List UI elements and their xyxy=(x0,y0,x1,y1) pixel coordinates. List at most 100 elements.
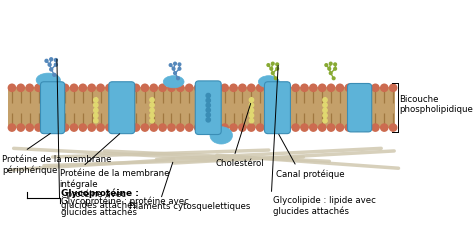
Circle shape xyxy=(256,84,264,93)
Circle shape xyxy=(17,84,25,93)
Circle shape xyxy=(318,124,327,132)
Circle shape xyxy=(185,84,193,93)
Circle shape xyxy=(150,104,154,108)
Circle shape xyxy=(323,104,327,108)
Circle shape xyxy=(173,72,177,76)
Circle shape xyxy=(271,72,275,76)
Circle shape xyxy=(264,84,273,93)
FancyBboxPatch shape xyxy=(40,82,64,134)
Circle shape xyxy=(247,124,255,132)
Circle shape xyxy=(309,84,318,93)
Circle shape xyxy=(256,124,264,132)
Circle shape xyxy=(273,77,278,81)
Circle shape xyxy=(47,63,52,68)
Circle shape xyxy=(300,124,309,132)
Circle shape xyxy=(389,84,397,93)
Circle shape xyxy=(70,84,78,93)
Circle shape xyxy=(273,84,282,93)
Circle shape xyxy=(206,94,210,98)
Circle shape xyxy=(43,124,52,132)
Circle shape xyxy=(323,119,327,123)
Circle shape xyxy=(158,124,167,132)
Circle shape xyxy=(206,109,210,113)
Circle shape xyxy=(202,84,211,93)
Circle shape xyxy=(94,98,98,103)
Circle shape xyxy=(211,84,220,93)
Circle shape xyxy=(105,124,114,132)
Circle shape xyxy=(87,84,96,93)
Circle shape xyxy=(247,84,255,93)
Text: Protéine de la membrane
intégrale: Protéine de la membrane intégrale xyxy=(60,169,169,188)
Circle shape xyxy=(123,124,131,132)
Circle shape xyxy=(43,84,52,93)
Text: Cholestérol: Cholestérol xyxy=(215,158,264,167)
Circle shape xyxy=(206,113,210,118)
Circle shape xyxy=(324,64,328,68)
Text: Glycoprotéine :: Glycoprotéine : xyxy=(61,188,139,197)
Circle shape xyxy=(292,124,300,132)
Circle shape xyxy=(211,124,220,132)
Circle shape xyxy=(123,84,131,93)
Circle shape xyxy=(249,109,254,113)
Circle shape xyxy=(149,84,158,93)
Circle shape xyxy=(176,84,185,93)
Circle shape xyxy=(194,124,202,132)
Text: Glycolipide : lipide avec
glucides attachés: Glycolipide : lipide avec glucides attac… xyxy=(273,195,376,215)
Circle shape xyxy=(52,84,61,93)
Circle shape xyxy=(176,77,180,81)
Circle shape xyxy=(94,109,98,113)
Circle shape xyxy=(177,67,182,71)
Ellipse shape xyxy=(210,127,232,144)
Circle shape xyxy=(34,84,43,93)
Circle shape xyxy=(275,63,279,67)
Circle shape xyxy=(345,124,353,132)
Circle shape xyxy=(380,84,389,93)
Circle shape xyxy=(141,124,149,132)
Circle shape xyxy=(323,109,327,113)
Text: Protéine de la membrane
périphérique: Protéine de la membrane périphérique xyxy=(2,154,112,174)
Circle shape xyxy=(249,98,254,103)
Circle shape xyxy=(323,114,327,118)
Circle shape xyxy=(328,72,333,76)
Text: Canal protéique: Canal protéique xyxy=(276,169,344,178)
Circle shape xyxy=(49,58,54,62)
Circle shape xyxy=(327,124,336,132)
Circle shape xyxy=(25,124,34,132)
Bar xyxy=(8,87,395,129)
Circle shape xyxy=(132,84,140,93)
Circle shape xyxy=(87,124,96,132)
FancyBboxPatch shape xyxy=(109,82,135,134)
Circle shape xyxy=(206,104,210,108)
Text: Glycoprotéine : protéine avec
glucides attachés: Glycoprotéine : protéine avec glucides a… xyxy=(61,195,189,216)
Circle shape xyxy=(300,84,309,93)
Circle shape xyxy=(61,84,70,93)
Circle shape xyxy=(94,119,98,123)
Circle shape xyxy=(362,84,371,93)
Circle shape xyxy=(34,124,43,132)
Circle shape xyxy=(114,84,123,93)
Text: Bicouche
phospholipidique: Bicouche phospholipidique xyxy=(400,94,473,114)
Circle shape xyxy=(271,62,275,66)
Circle shape xyxy=(185,124,193,132)
Circle shape xyxy=(327,84,336,93)
Circle shape xyxy=(249,104,254,108)
Circle shape xyxy=(114,124,123,132)
Circle shape xyxy=(17,124,25,132)
Circle shape xyxy=(238,84,247,93)
Circle shape xyxy=(169,64,173,68)
Circle shape xyxy=(371,124,380,132)
Circle shape xyxy=(229,124,238,132)
Circle shape xyxy=(167,84,176,93)
Circle shape xyxy=(220,124,229,132)
Circle shape xyxy=(132,124,140,132)
Circle shape xyxy=(149,124,158,132)
Circle shape xyxy=(249,114,254,118)
Circle shape xyxy=(150,114,154,118)
Circle shape xyxy=(333,67,337,71)
Circle shape xyxy=(194,84,202,93)
Circle shape xyxy=(172,67,176,71)
Circle shape xyxy=(25,84,34,93)
Circle shape xyxy=(45,59,49,64)
Circle shape xyxy=(371,84,380,93)
Ellipse shape xyxy=(36,74,60,87)
